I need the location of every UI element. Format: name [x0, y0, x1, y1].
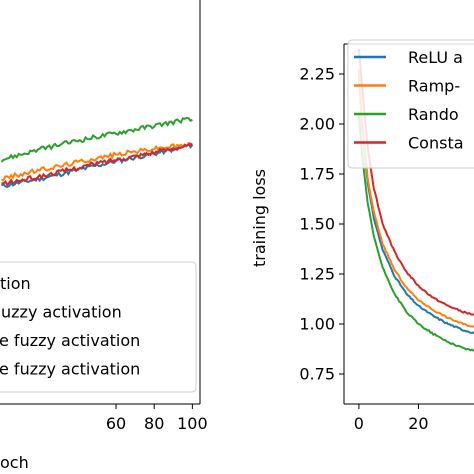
- right-y-tick-label: 2.25: [299, 65, 335, 84]
- left-legend: tion uzzy activation e fuzzy activation e f…: [0, 261, 197, 393]
- right-legend-label-4: Consta: [408, 134, 464, 153]
- right-y-tick-label: 1.00: [299, 315, 335, 334]
- left-legend-label-3: e fuzzy activation: [0, 331, 140, 350]
- right-x-tick-label: 0: [354, 414, 364, 433]
- right-series-line-2: [357, 69, 474, 328]
- left-series-line-4: [1, 142, 194, 187]
- right-legend-label-2: Ramp-: [408, 77, 460, 96]
- right-y-tick-label: 1.75: [299, 165, 335, 184]
- right-legend-label-3: Rando: [408, 105, 459, 124]
- left-legend-box: [0, 261, 197, 393]
- left-series-line-2: [1, 141, 193, 182]
- right-y-tick-label: 2.00: [299, 115, 335, 134]
- right-legend: ReLU a Ramp- Rando Consta: [347, 39, 474, 169]
- left-series-line-3: [0, 116, 193, 163]
- right-legend-box: [347, 39, 474, 169]
- left-plot-area: [0, 116, 194, 188]
- right-series-line-1: [357, 74, 474, 335]
- right-y-tick-label: 1.50: [299, 215, 335, 234]
- right-x-tick-label: 20: [408, 414, 428, 433]
- left-x-tick-label: 60: [106, 414, 126, 433]
- left-x-tick-label: 80: [144, 414, 164, 433]
- right-legend-label-1: ReLU a: [408, 48, 463, 67]
- left-legend-label-1: tion: [0, 274, 31, 293]
- left-legend-label-2: uzzy activation: [1, 303, 122, 322]
- right-y-tick-label: 0.75: [299, 365, 335, 384]
- left-legend-label-4: e fuzzy activation: [0, 360, 140, 379]
- left-x-axis-label: och: [0, 453, 29, 472]
- right-series-line-3: [357, 113, 474, 352]
- right-chart: 0.75 1.00 1.25 1.50 1.75 2.00 2.25 0 20 ReLU a Ra…: [250, 39, 474, 433]
- left-chart: 60 80 100 tion uzzy activation e fuzzy activ…: [0, 0, 208, 472]
- right-plot-area: [357, 48, 474, 352]
- right-y-tick-label: 1.25: [299, 265, 335, 284]
- right-axes: 0.75 1.00 1.25 1.50 1.75 2.00 2.25 0 20: [299, 43, 474, 433]
- right-series-line-4: [357, 48, 474, 316]
- left-axes: 60 80 100: [0, 0, 208, 433]
- left-x-tick-label: 100: [177, 414, 208, 433]
- right-y-axis-label: training loss: [250, 169, 269, 267]
